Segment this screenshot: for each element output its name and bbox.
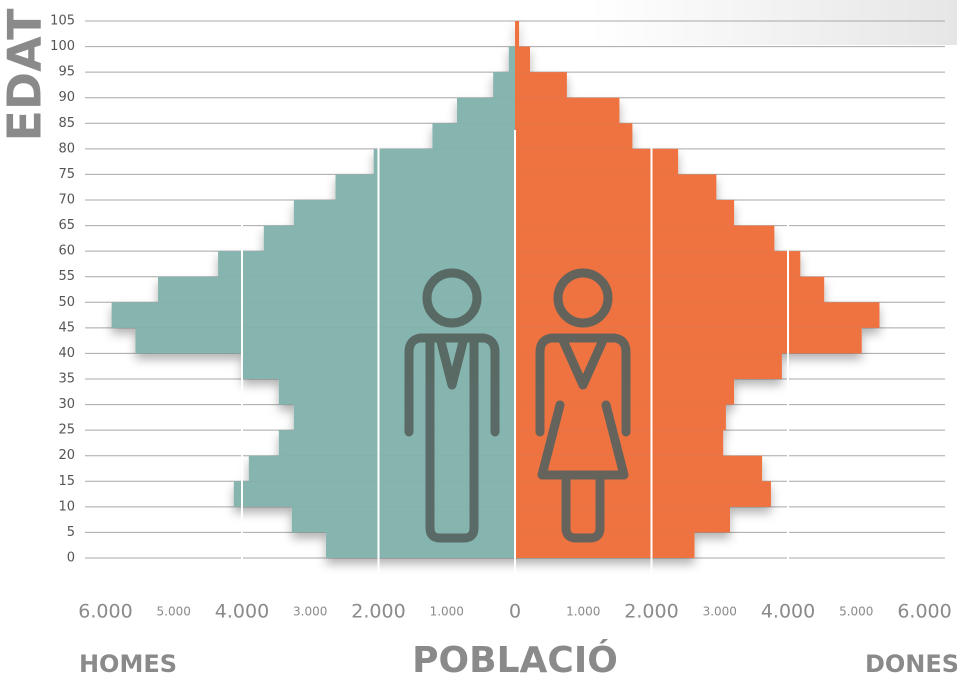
bar: [515, 353, 782, 379]
bar: [515, 21, 520, 47]
vertical-grid: [240, 130, 790, 585]
y-tick-label: 55: [58, 269, 75, 284]
y-tick-label: 50: [58, 295, 75, 310]
y-tick-label: 0: [67, 551, 75, 566]
x-tick-label: 6.000: [78, 601, 132, 623]
y-tick-label: 75: [58, 167, 75, 182]
bar: [233, 481, 516, 507]
x-tick-label: 4.000: [761, 601, 815, 623]
y-tick-label: 65: [58, 218, 75, 233]
x-tick-label: 2.000: [351, 601, 405, 623]
x-tick-label: 5.000: [839, 605, 873, 619]
bar: [515, 481, 771, 507]
bar: [515, 72, 567, 98]
background-fade: [590, 0, 957, 45]
y-tick-label: 20: [58, 448, 75, 463]
x-tick-label: 6.000: [897, 601, 951, 623]
bar: [515, 46, 531, 73]
bar: [515, 506, 730, 533]
y-tick-label: 90: [58, 90, 75, 105]
y-tick-label: 80: [58, 141, 75, 156]
bar: [218, 251, 515, 277]
bar: [515, 251, 801, 277]
y-tick-label: 70: [58, 193, 75, 208]
y-tick-label: 105: [50, 14, 75, 29]
y-tick-label: 85: [58, 116, 75, 131]
x-tick-label: 3.000: [703, 605, 737, 619]
bar: [515, 174, 717, 200]
y-tick-label: 95: [58, 65, 75, 80]
y-tick-label: 15: [58, 474, 75, 489]
y-tick-label: 30: [58, 397, 75, 412]
y-tick-label: 5: [67, 525, 75, 540]
x-axis-title: POBLACIÓ: [412, 639, 618, 675]
x-tick-label: 0: [509, 601, 521, 623]
woman-body: [535, 333, 631, 543]
bar: [456, 97, 515, 124]
x-tick-label: 5.000: [157, 605, 191, 619]
woman-head: [553, 268, 613, 328]
y-tick-label: 10: [58, 499, 75, 514]
bar: [493, 72, 515, 98]
man-body: [404, 333, 500, 543]
man-head: [422, 268, 482, 328]
x-tick-label: 4.000: [215, 601, 269, 623]
x-tick-label: 1.000: [430, 605, 464, 619]
bar: [373, 148, 515, 175]
bar: [432, 123, 515, 149]
bar: [515, 404, 726, 431]
bar: [158, 276, 516, 303]
bar: [515, 532, 695, 558]
y-tick-label: 45: [58, 320, 75, 335]
x-tick-label: 3.000: [293, 605, 327, 619]
x-tick-label: 2.000: [624, 601, 678, 623]
y-tick-label: 35: [58, 372, 75, 387]
bar: [515, 123, 633, 149]
y-axis-title: EDAT: [0, 8, 52, 142]
bar: [515, 148, 679, 175]
legend-right: DONES: [865, 650, 957, 675]
icons: [404, 268, 631, 543]
y-tick-label: 25: [58, 423, 75, 438]
bar: [293, 404, 515, 431]
bar: [515, 200, 735, 226]
bar: [293, 200, 515, 226]
bar: [515, 97, 620, 124]
bar: [278, 430, 515, 456]
bar: [291, 506, 515, 533]
bar: [278, 379, 515, 405]
bar: [325, 532, 515, 558]
y-tick-label: 40: [58, 346, 75, 361]
bar: [508, 46, 515, 73]
y-tick-label: 60: [58, 244, 75, 259]
bars: [111, 21, 880, 558]
y-tick-label: 100: [50, 39, 75, 54]
legend-left: HOMES: [79, 650, 177, 675]
bar: [515, 225, 775, 252]
bar: [263, 225, 515, 252]
x-tick-label: 1.000: [566, 605, 600, 619]
bar: [335, 174, 515, 200]
